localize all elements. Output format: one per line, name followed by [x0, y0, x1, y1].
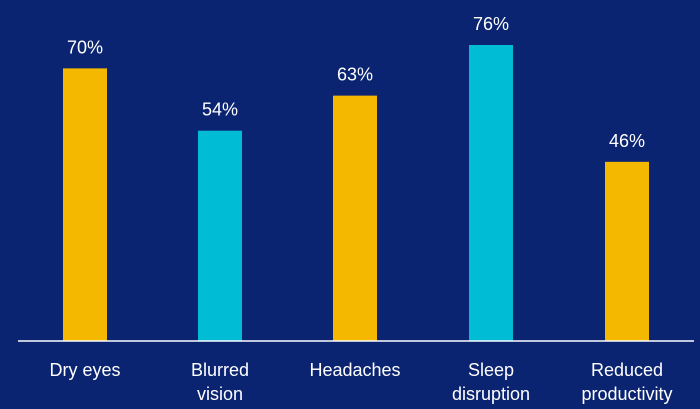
category-label-3: Sleep disruption — [452, 360, 530, 404]
value-labels-group: 70% 54% 63% 76% 46% — [67, 14, 645, 151]
bar-4 — [605, 161, 649, 341]
value-label-2: 63% — [337, 65, 373, 85]
category-label-1: Blurred vision — [191, 360, 249, 404]
bars-group — [63, 45, 649, 342]
category-label-line: Blurred — [191, 360, 249, 380]
value-label-1: 54% — [202, 100, 238, 120]
category-label-0: Dry eyes — [49, 360, 120, 380]
value-label-0: 70% — [67, 37, 103, 57]
bar-2 — [333, 95, 377, 341]
category-label-line: Reduced — [591, 360, 663, 380]
category-label-line: productivity — [581, 384, 672, 404]
category-labels-group: Dry eyes Blurred vision Headaches Sleep disru… — [49, 360, 672, 404]
category-label-line: Sleep — [468, 360, 514, 380]
category-label-line: Headaches — [309, 360, 400, 380]
category-label-2: Headaches — [309, 360, 400, 380]
category-label-line: Dry eyes — [49, 360, 120, 380]
bar-0 — [63, 68, 107, 342]
value-label-3: 76% — [473, 14, 509, 34]
bar-1 — [198, 130, 242, 341]
category-label-line: disruption — [452, 384, 530, 404]
category-label-4: Reduced productivity — [581, 360, 672, 404]
category-label-line: vision — [197, 384, 243, 404]
bar-3 — [469, 45, 513, 341]
value-label-4: 46% — [609, 131, 645, 151]
